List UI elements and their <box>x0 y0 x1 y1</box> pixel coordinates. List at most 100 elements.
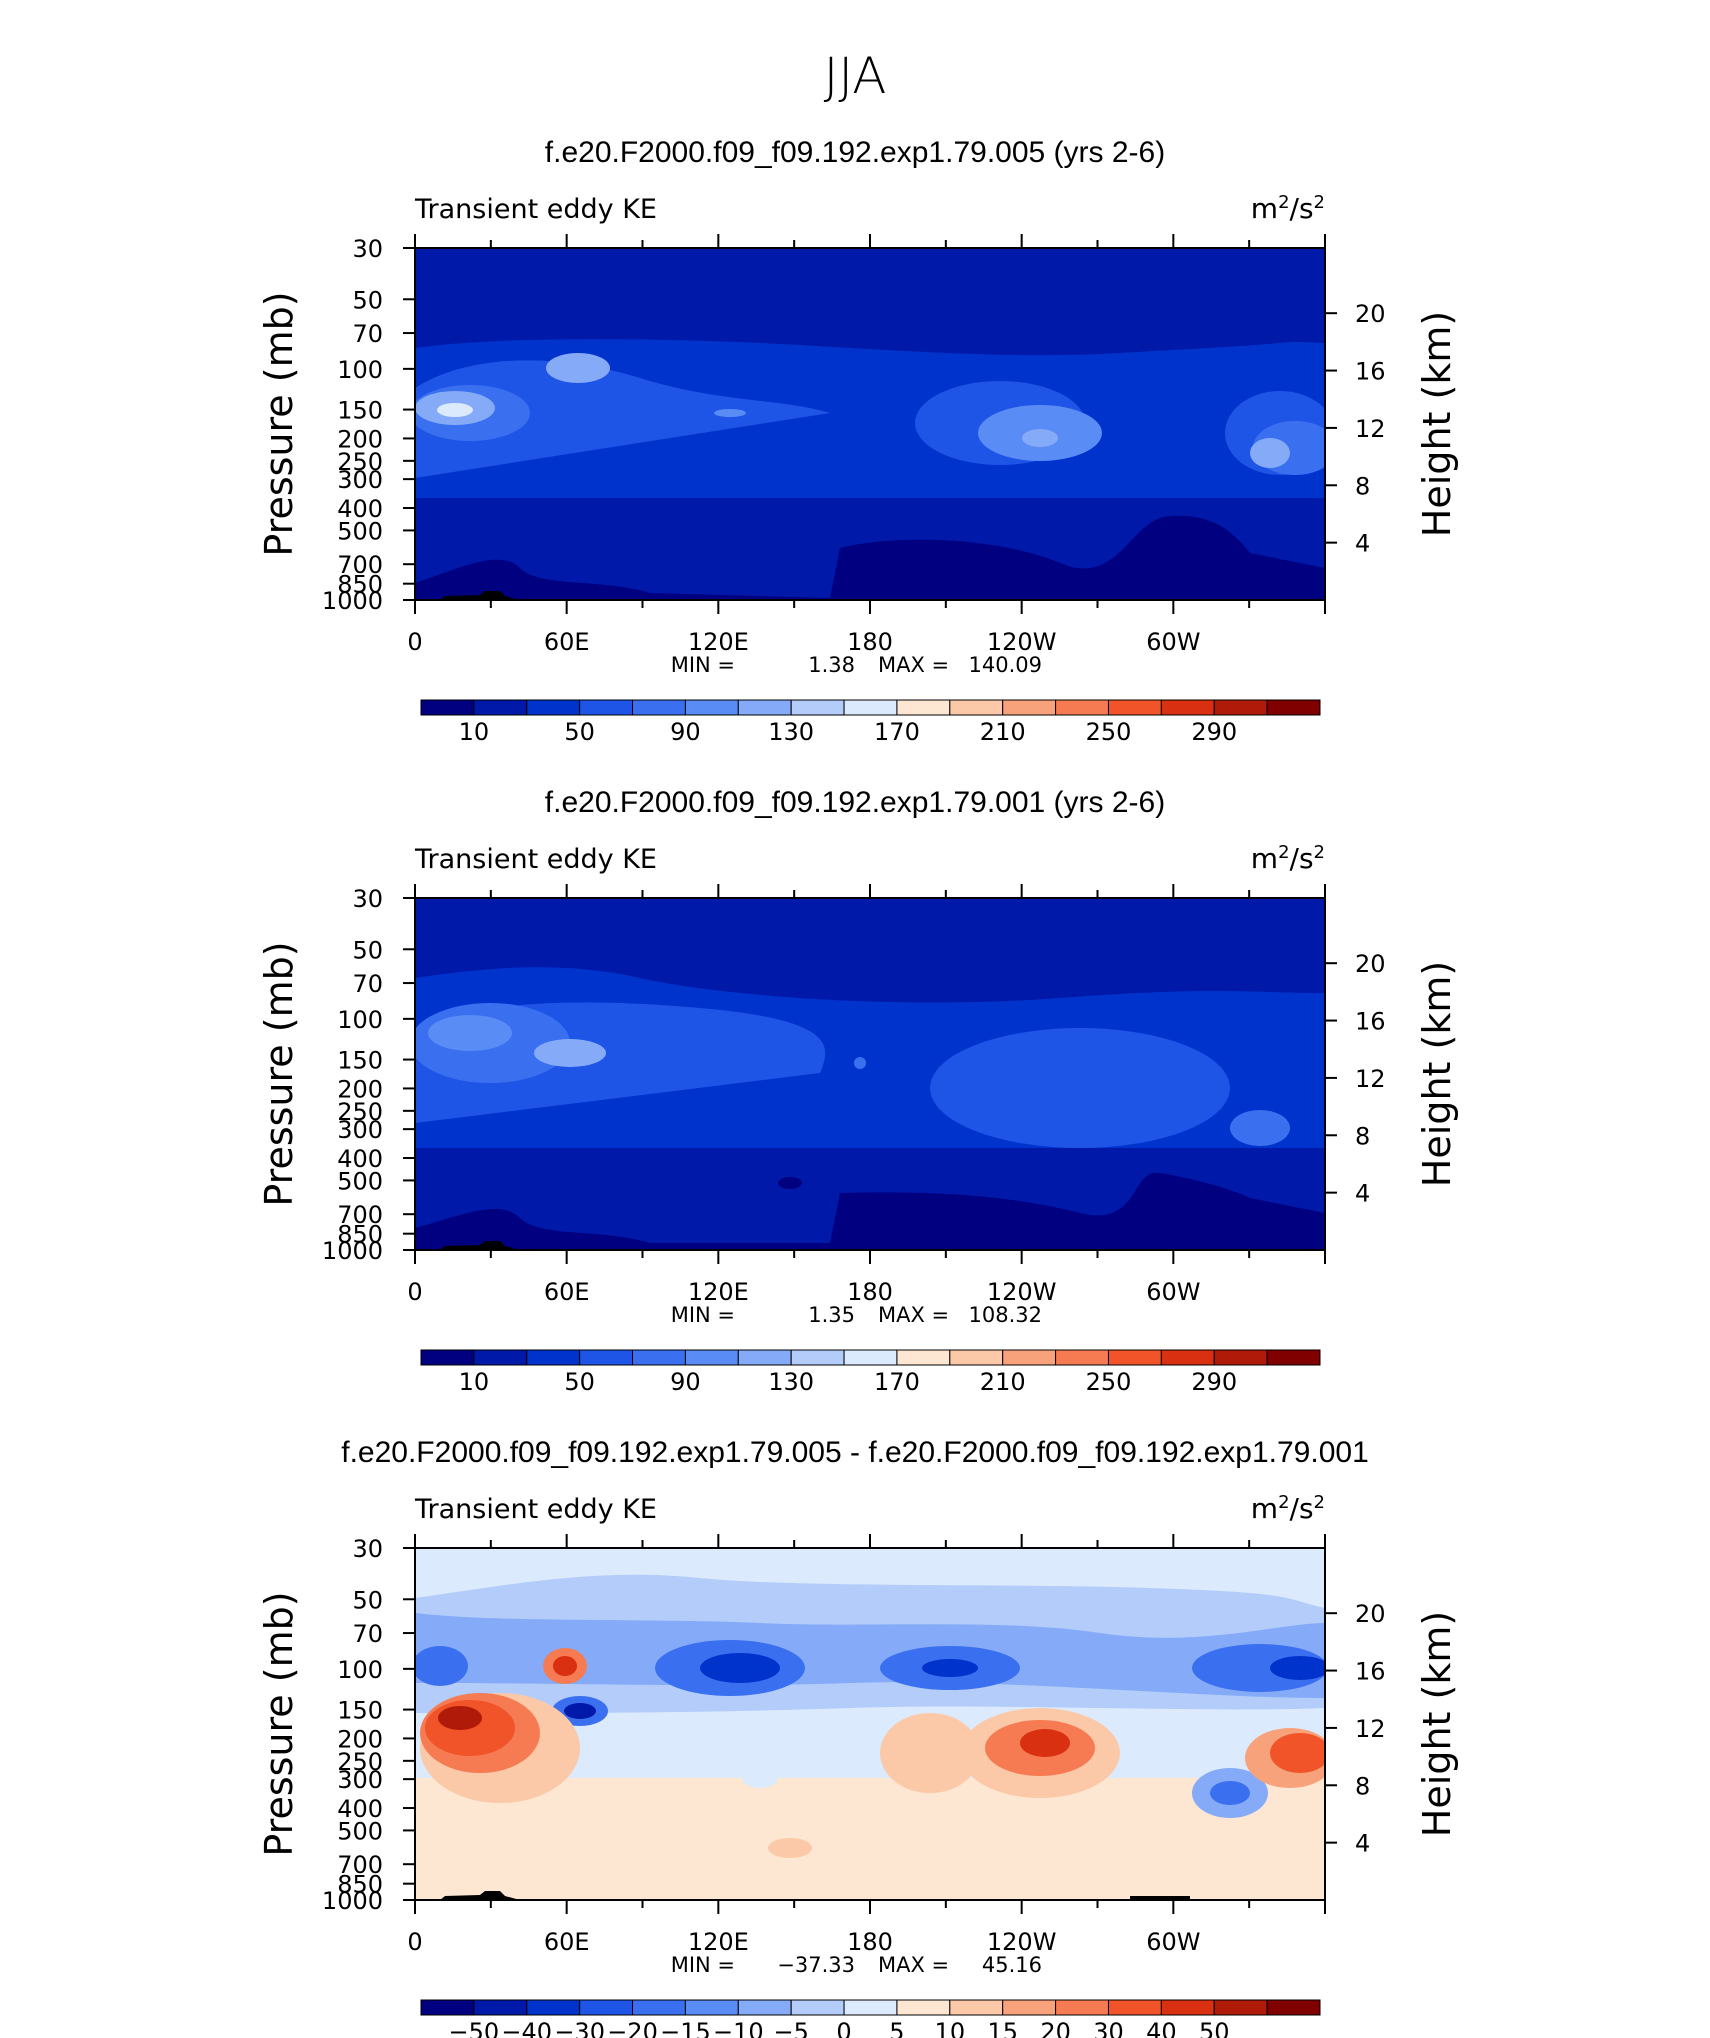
min-label: MIN = <box>671 653 735 677</box>
y-tick-label: 250 <box>337 448 383 476</box>
chart-panel-2: f.e20.F2000.f09_f09.192.exp1.79.001 (yrs… <box>257 786 1459 1396</box>
y-tick-label: 30 <box>352 1535 383 1563</box>
contour-fill-core <box>1270 1733 1325 1773</box>
y-tick-label: 50 <box>352 936 383 964</box>
x-tick-label: 0 <box>407 1278 422 1306</box>
y-tick-label: 400 <box>337 1145 383 1173</box>
contour-fill-core <box>922 1659 978 1677</box>
variable-label: Transient eddy KE <box>414 844 657 875</box>
colorbar-swatch <box>473 1349 528 1366</box>
colorbar-swatch <box>843 1999 898 2016</box>
topography <box>440 1241 520 1250</box>
colorbar-swatch <box>526 1999 581 2016</box>
x-tick-label: 120W <box>987 628 1057 656</box>
y-tick-label: 400 <box>337 495 383 523</box>
colorbar-label: 10 <box>459 718 490 746</box>
contour-fill-core <box>768 1838 812 1858</box>
y-axis-title: Pressure (mb) <box>257 1591 301 1856</box>
contour-field <box>415 248 1325 600</box>
contour-fill-surface <box>415 1172 1325 1250</box>
variable-label: Transient eddy KE <box>414 1494 657 1525</box>
colorbar-swatch <box>526 1349 581 1366</box>
y-tick-label: 300 <box>337 466 383 494</box>
max-label: MAX = <box>878 1303 949 1327</box>
contour-fill-core <box>930 1028 1230 1148</box>
y2-tick-label: 8 <box>1355 472 1370 500</box>
colorbar-swatch <box>1160 1349 1215 1366</box>
y-tick-label: 500 <box>337 517 383 545</box>
units-label: m2/s2 <box>1251 192 1325 225</box>
contour-fill-core <box>714 409 746 417</box>
colorbar-label: 10 <box>935 2018 966 2038</box>
x-tick-label: 120E <box>688 1928 749 1956</box>
contour-fill-core <box>415 1646 468 1686</box>
contour-fill-band <box>415 360 830 478</box>
x-tick-label: 60W <box>1146 628 1200 656</box>
y2-tick-label: 8 <box>1355 1122 1370 1150</box>
contour-field <box>415 898 1325 1250</box>
y-tick-label: 500 <box>337 1167 383 1195</box>
colorbar-label: 130 <box>768 1368 814 1396</box>
colorbar-swatch <box>790 1349 845 1366</box>
contour-fill-core <box>428 1015 512 1051</box>
contour-fill-core <box>1022 429 1058 447</box>
colorbar-label: 15 <box>987 2018 1018 2038</box>
y2-tick-label: 8 <box>1355 1772 1370 1800</box>
colorbar-swatch <box>632 699 686 716</box>
colorbar-label: 210 <box>980 1368 1026 1396</box>
contour-fill-core <box>1020 1729 1070 1757</box>
y2-tick-label: 16 <box>1355 1658 1386 1686</box>
y2-axis-title: Height (km) <box>1415 961 1459 1187</box>
colorbar-swatch <box>737 1999 792 2016</box>
max-value: 108.32 <box>969 1303 1042 1327</box>
colorbar-label: 290 <box>1191 718 1237 746</box>
y-tick-label: 100 <box>337 1006 383 1034</box>
colorbar-label: 250 <box>1086 718 1132 746</box>
colorbar-swatch <box>473 1999 528 2016</box>
contour-fill-core <box>880 1713 980 1793</box>
colorbar-label: −30 <box>554 2018 605 2038</box>
colorbar-label: 50 <box>564 718 595 746</box>
colorbar-swatch <box>1266 1999 1321 2016</box>
contour-fill-core <box>438 1706 482 1730</box>
colorbar-swatch <box>737 1349 792 1366</box>
colorbar-swatch <box>896 699 951 716</box>
y2-axis-title: Height (km) <box>1415 311 1459 537</box>
contour-field <box>415 1548 1325 1900</box>
colorbar-label: 170 <box>874 718 920 746</box>
y-axis-title: Pressure (mb) <box>257 291 301 556</box>
colorbar-swatch <box>684 1349 739 1366</box>
colorbar-label: −50 <box>449 2018 500 2038</box>
colorbar-swatch <box>1002 1999 1057 2016</box>
colorbar-label: −20 <box>607 2018 658 2038</box>
contour-fill-core <box>1270 1656 1325 1680</box>
colorbar-swatch <box>1055 1999 1109 2016</box>
colorbar-swatch <box>790 1999 845 2016</box>
x-tick-label: 120W <box>987 1278 1057 1306</box>
x-tick-label: 0 <box>407 1928 422 1956</box>
y-tick-label: 850 <box>337 571 383 599</box>
colorbar-swatch <box>1002 699 1057 716</box>
colorbar-label: 50 <box>1199 2018 1230 2038</box>
colorbar-swatch <box>420 1999 475 2016</box>
colorbar-swatch <box>579 699 634 716</box>
colorbar-label: 90 <box>670 718 701 746</box>
y2-tick-label: 16 <box>1355 358 1386 386</box>
colorbar-swatch <box>1107 1999 1162 2016</box>
colorbar-swatch <box>632 1349 686 1366</box>
y-tick-label: 250 <box>337 1098 383 1126</box>
contour-fill-core <box>546 353 610 383</box>
x-tick-label: 120E <box>688 1278 749 1306</box>
colorbar-label: −10 <box>713 2018 764 2038</box>
x-tick-label: 180 <box>847 1278 893 1306</box>
colorbar-label: 5 <box>889 2018 904 2038</box>
colorbar-label: 40 <box>1146 2018 1177 2038</box>
y2-tick-label: 16 <box>1355 1008 1386 1036</box>
max-value: 45.16 <box>982 1953 1042 1977</box>
contour-fill-band <box>415 1613 1325 1698</box>
colorbar-swatch <box>1107 699 1162 716</box>
colorbar-swatch <box>1213 1349 1268 1366</box>
y-tick-label: 50 <box>352 1586 383 1614</box>
y-axis-title: Pressure (mb) <box>257 941 301 1206</box>
